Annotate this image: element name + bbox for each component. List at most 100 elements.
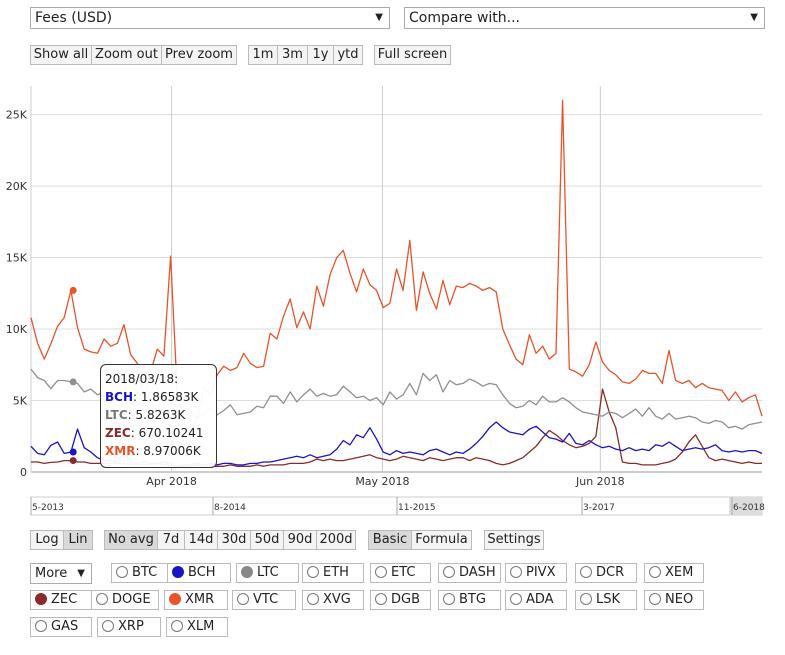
- zoom-out-button[interactable]: Zoom out: [91, 45, 162, 65]
- coin-toggle-neo[interactable]: NEO: [644, 590, 704, 610]
- coin-label: XMR: [185, 592, 215, 607]
- coin-toggle-ada[interactable]: ADA: [505, 590, 567, 610]
- coin-toggle-pivx[interactable]: PIVX: [505, 563, 567, 583]
- tooltip-name: XMR: [105, 444, 136, 458]
- tooltip-value: 1.86583K: [140, 390, 199, 404]
- metric-select[interactable]: Fees (USD) ▼: [30, 7, 390, 29]
- coin-label: NEO: [665, 592, 694, 607]
- coin-label: BTC: [132, 565, 158, 580]
- coin-toggle-gas[interactable]: GAS: [30, 617, 92, 637]
- coin-toggle-xem[interactable]: XEM: [644, 563, 704, 583]
- radio-dot-icon: [169, 593, 181, 605]
- prev-zoom-button[interactable]: Prev zoom: [161, 45, 237, 65]
- fees-line-chart[interactable]: 0 5K 10K 15K 20K 25K Apr 2018 May 2018 Jun 2018…: [0, 86, 785, 516]
- coin-toggle-bch[interactable]: BCH: [167, 563, 231, 583]
- metric-select-value: Fees (USD): [35, 10, 113, 26]
- range-1m-button[interactable]: 1m: [248, 45, 278, 65]
- coin-toggle-dcr[interactable]: DCR: [575, 563, 637, 583]
- coin-toggle-vtc[interactable]: VTC: [232, 590, 296, 610]
- avg-30d-button[interactable]: 30d: [217, 530, 251, 550]
- coin-label: DGB: [391, 592, 421, 607]
- lin-scale-button[interactable]: Lin: [63, 530, 93, 550]
- coin-label: ADA: [526, 592, 554, 607]
- coin-label: ETH: [323, 565, 349, 580]
- x-tick-label: Jun 2018: [575, 475, 625, 488]
- radio-dot-icon: [307, 593, 319, 605]
- tooltip-row-zec: ZEC: 670.10241: [105, 426, 204, 440]
- marker-bch: [69, 448, 77, 456]
- marker-xmr: [69, 286, 77, 294]
- tooltip-row-bch: BCH: 1.86583K: [105, 390, 199, 404]
- coin-label: ETC: [391, 565, 416, 580]
- tooltip-value: 670.10241: [138, 426, 204, 440]
- show-all-button[interactable]: Show all: [30, 45, 92, 65]
- avg-90d-button[interactable]: 90d: [283, 530, 317, 550]
- more-select[interactable]: More ▼: [30, 563, 92, 584]
- coin-toggle-lsk[interactable]: LSK: [575, 590, 637, 610]
- range-3m-button[interactable]: 3m: [277, 45, 308, 65]
- formula-mode-button[interactable]: Formula: [411, 530, 472, 550]
- coin-label: PIVX: [526, 565, 556, 580]
- coin-label: DOGE: [112, 592, 151, 607]
- range-ytd-button[interactable]: ytd: [333, 45, 363, 65]
- radio-dot-icon: [171, 620, 183, 632]
- radio-dot-icon: [241, 566, 253, 578]
- coin-toggle-doge[interactable]: DOGE: [91, 590, 159, 610]
- coin-toggle-dash[interactable]: DASH: [438, 563, 501, 583]
- basic-mode-button[interactable]: Basic: [368, 530, 412, 550]
- tooltip-row-ltc: LTC: 5.8263K: [105, 408, 186, 422]
- navigator-label: 6-2018: [733, 503, 765, 513]
- tooltip-name: LTC: [105, 408, 128, 422]
- coin-toggle-xmr[interactable]: XMR: [164, 590, 228, 610]
- y-tick-label: 20K: [6, 180, 28, 193]
- radio-dot-icon: [307, 566, 319, 578]
- coin-toggle-etc[interactable]: ETC: [370, 563, 431, 583]
- log-scale-button[interactable]: Log: [30, 530, 64, 550]
- tooltip-value: 5.8263K: [135, 408, 186, 422]
- tooltip-value: 8.97006K: [143, 444, 201, 458]
- marker-ltc: [69, 378, 77, 386]
- navigator-label: 3-2017: [583, 503, 615, 513]
- coin-toggle-zec[interactable]: ZEC: [30, 590, 92, 610]
- radio-dot-icon: [35, 620, 47, 632]
- avg-200d-button[interactable]: 200d: [316, 530, 356, 550]
- avg-50d-button[interactable]: 50d: [250, 530, 284, 550]
- coin-label: BTG: [459, 592, 486, 607]
- range-1y-button[interactable]: 1y: [307, 45, 334, 65]
- coin-toggle-xlm[interactable]: XLM: [166, 617, 228, 637]
- coin-toggle-dgb[interactable]: DGB: [370, 590, 431, 610]
- coin-toggle-xrp[interactable]: XRP: [97, 617, 161, 637]
- radio-dot-icon: [443, 593, 455, 605]
- navigator-label: 8-2014: [214, 503, 246, 513]
- chevron-down-icon: ▼: [77, 568, 85, 579]
- radio-dot-icon: [375, 566, 387, 578]
- compare-select-value: Compare with...: [409, 10, 521, 26]
- x-tick-label: Apr 2018: [146, 475, 197, 488]
- compare-select[interactable]: Compare with... ▼: [404, 7, 765, 29]
- radio-dot-icon: [649, 566, 661, 578]
- coin-toggle-ltc[interactable]: LTC: [236, 563, 299, 583]
- coin-label: ZEC: [51, 592, 78, 607]
- no-avg-button[interactable]: No avg: [104, 530, 158, 550]
- avg-7d-button[interactable]: 7d: [157, 530, 185, 550]
- highlight-markers: [69, 286, 77, 465]
- coin-label: XEM: [665, 565, 694, 580]
- coin-toggle-btg[interactable]: BTG: [438, 590, 501, 610]
- settings-button[interactable]: Settings: [484, 530, 544, 550]
- avg-14d-button[interactable]: 14d: [184, 530, 218, 550]
- coin-label: DASH: [459, 565, 496, 580]
- full-screen-button[interactable]: Full screen: [374, 45, 451, 65]
- coin-label: DCR: [596, 565, 625, 580]
- coin-toggle-eth[interactable]: ETH: [302, 563, 364, 583]
- more-select-value: More: [35, 566, 68, 581]
- coin-toggle-xvg[interactable]: XVG: [302, 590, 364, 610]
- coin-toggle-btc[interactable]: BTC: [111, 563, 176, 583]
- x-axis-labels: Apr 2018 May 2018 Jun 2018: [146, 475, 624, 488]
- coin-label: VTC: [253, 592, 279, 607]
- marker-zec: [69, 457, 77, 465]
- radio-dot-icon: [116, 566, 128, 578]
- radio-dot-icon: [35, 593, 47, 605]
- chart-tooltip: 2018/03/18: BCH: 1.86583K LTC: 5.8263K Z…: [100, 364, 217, 468]
- radio-dot-icon: [510, 593, 522, 605]
- y-tick-label: 25K: [6, 109, 28, 122]
